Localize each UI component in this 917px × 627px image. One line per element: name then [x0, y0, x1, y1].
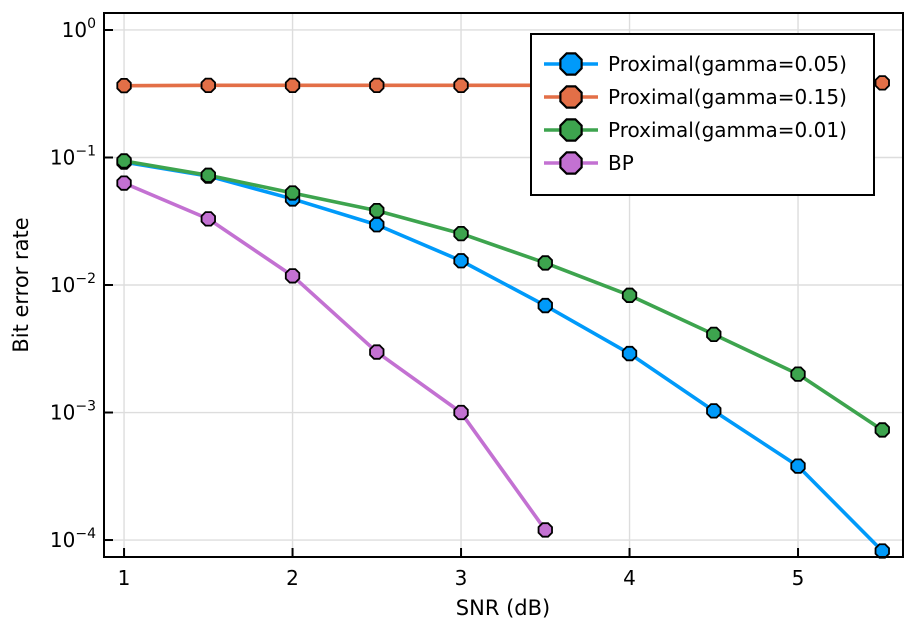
legend-marker-octagon — [544, 51, 598, 76]
data-point-marker — [453, 225, 469, 242]
data-point-marker — [116, 153, 132, 169]
data-point-marker — [790, 458, 806, 474]
data-point-marker — [874, 75, 890, 91]
x-tick-label: 5 — [792, 566, 805, 590]
series-line — [122, 181, 548, 532]
legend-label: Proximal(gamma=0.05) — [608, 51, 847, 76]
x-tick-label: 2 — [286, 566, 299, 590]
plot-frame — [103, 12, 904, 558]
y-tick-label: 10−3 — [50, 399, 96, 425]
series-line — [122, 159, 885, 432]
data-point-marker — [369, 202, 385, 219]
data-point-marker — [200, 211, 216, 227]
data-point-marker — [706, 403, 722, 419]
data-point-marker — [621, 287, 638, 303]
x-axis-label: SNR (dB) — [455, 596, 551, 620]
legend-marker-octagon — [544, 117, 598, 142]
data-point-marker — [200, 167, 216, 183]
legend-marker-octagon — [544, 84, 598, 109]
legend-label: Proximal(gamma=0.15) — [608, 84, 847, 109]
data-point-marker — [537, 297, 553, 314]
data-point-marker — [369, 217, 385, 233]
data-point-marker — [284, 268, 301, 284]
data-point-marker — [116, 78, 132, 94]
series-line — [122, 160, 885, 553]
data-point-marker — [790, 366, 806, 382]
y-tick-label: 10−4 — [50, 526, 96, 552]
legend-marker-octagon — [544, 150, 598, 175]
data-point-marker — [200, 77, 216, 93]
data-point-marker — [453, 77, 469, 93]
legend-item: BP — [542, 146, 873, 179]
y-axis-label: Bit error rate — [9, 217, 33, 353]
legend-item: Proximal(gamma=0.15) — [542, 80, 873, 113]
data-point-marker — [453, 404, 469, 421]
data-point-marker — [284, 77, 301, 93]
legend-label: BP — [608, 150, 634, 175]
y-tick-label: 100 — [62, 16, 96, 42]
legend-label: Proximal(gamma=0.01) — [608, 117, 847, 142]
data-point-marker — [621, 345, 638, 362]
data-point-marker — [116, 175, 132, 191]
y-tick-label: 10−1 — [50, 143, 96, 169]
legend-item: Proximal(gamma=0.01) — [542, 113, 873, 146]
x-tick-label: 3 — [455, 566, 468, 590]
data-point-marker — [874, 543, 890, 559]
data-point-marker — [284, 185, 301, 201]
data-point-marker — [369, 344, 385, 360]
y-tick-label: 10−2 — [50, 271, 96, 297]
data-point-marker — [369, 77, 385, 93]
x-tick-label: 4 — [623, 566, 636, 590]
data-point-marker — [453, 253, 469, 269]
data-point-marker — [537, 522, 553, 538]
legend-item: Proximal(gamma=0.05) — [542, 47, 873, 80]
x-tick-label: 1 — [118, 566, 131, 590]
data-point-marker — [537, 255, 553, 271]
legend: Proximal(gamma=0.05) Proximal(gamma=0.15)… — [530, 33, 875, 196]
data-point-marker — [706, 326, 722, 343]
data-point-marker — [874, 422, 890, 438]
